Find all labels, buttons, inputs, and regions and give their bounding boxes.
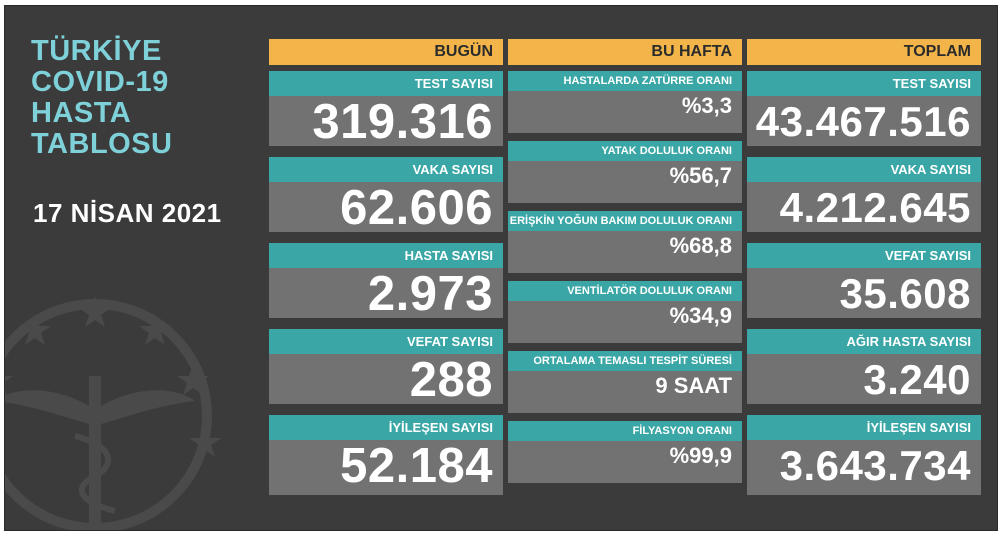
week-pneumonia-card: HASTALARDA ZATÜRRE ORANI %3,3 <box>508 71 742 133</box>
week-filiation-card: FİLYASYON ORANI %99,9 <box>508 421 742 483</box>
card-value: %3,3 <box>681 93 732 118</box>
card-value: 4.212.645 <box>779 184 971 231</box>
card-value: 62.606 <box>340 181 493 235</box>
title-line: COVID-19 <box>31 66 169 98</box>
card-value: 35.608 <box>839 270 971 317</box>
week-header: BU HAFTA <box>508 39 742 65</box>
card-label: İYİLEŞEN SAYISI <box>269 415 503 440</box>
title-line: TÜRKİYE <box>31 35 162 67</box>
card-label: HASTA SAYISI <box>269 243 503 268</box>
card-label: İYİLEŞEN SAYISI <box>747 415 981 440</box>
card-value: %56,7 <box>669 163 732 188</box>
today-column: BUGÜN TEST SAYISI 319.316 VAKA SAYISI 62… <box>269 39 503 499</box>
ministry-of-health-emblem-icon <box>5 296 221 530</box>
card-value: %99,9 <box>669 443 732 468</box>
week-column: BU HAFTA HASTALARDA ZATÜRRE ORANI %3,3 Y… <box>508 39 742 499</box>
today-patient-card: HASTA SAYISI 2.973 <box>269 243 503 321</box>
card-label: ERİŞKİN YOĞUN BAKIM DOLULUK ORANI <box>508 211 742 231</box>
card-label: VAKA SAYISI <box>747 157 981 182</box>
week-ventilator-card: VENTİLATÖR DOLULUK ORANI %34,9 <box>508 281 742 343</box>
total-severe-card: AĞIR HASTA SAYISI 3.240 <box>747 329 981 404</box>
card-label: TEST SAYISI <box>269 71 503 96</box>
card-label: FİLYASYON ORANI <box>508 421 742 441</box>
card-label: VAKA SAYISI <box>269 157 503 182</box>
week-contact-card: ORTALAMA TEMASLI TESPİT SÜRESİ 9 SAAT <box>508 351 742 413</box>
today-case-card: VAKA SAYISI 62.606 <box>269 157 503 235</box>
week-bed-card: YATAK DOLULUK ORANI %56,7 <box>508 141 742 203</box>
total-column: TOPLAM TEST SAYISI 43.467.516 VAKA SAYIS… <box>747 39 981 499</box>
card-value: 3.643.734 <box>779 442 971 489</box>
title-line: TABLOSU <box>31 128 173 160</box>
title-line: HASTA <box>31 97 132 129</box>
card-label: TEST SAYISI <box>747 71 981 96</box>
card-label: YATAK DOLULUK ORANI <box>508 141 742 161</box>
card-label: VEFAT SAYISI <box>269 329 503 354</box>
week-icu-card: ERİŞKİN YOĞUN BAKIM DOLULUK ORANI %68,8 <box>508 211 742 273</box>
card-value: 9 SAAT <box>655 373 732 398</box>
card-label: AĞIR HASTA SAYISI <box>747 329 981 354</box>
card-label: HASTALARDA ZATÜRRE ORANI <box>508 71 742 91</box>
card-value: 2.973 <box>367 267 493 321</box>
report-date: 17 NİSAN 2021 <box>33 198 222 228</box>
card-value: 43.467.516 <box>755 98 971 145</box>
today-header: BUGÜN <box>269 39 503 65</box>
card-value: 3.240 <box>863 356 971 403</box>
today-death-card: VEFAT SAYISI 288 <box>269 329 503 407</box>
page-title: TÜRKİYE COVID-19 HASTA TABLOSU <box>31 36 173 160</box>
card-label: ORTALAMA TEMASLI TESPİT SÜRESİ <box>508 351 742 371</box>
card-value: 319.316 <box>312 95 493 149</box>
total-recovered-card: İYİLEŞEN SAYISI 3.643.734 <box>747 415 981 495</box>
card-label: VEFAT SAYISI <box>747 243 981 268</box>
total-header: TOPLAM <box>747 39 981 65</box>
total-case-card: VAKA SAYISI 4.212.645 <box>747 157 981 232</box>
today-recovered-card: İYİLEŞEN SAYISI 52.184 <box>269 415 503 495</box>
today-test-card: TEST SAYISI 319.316 <box>269 71 503 149</box>
total-death-card: VEFAT SAYISI 35.608 <box>747 243 981 318</box>
card-value: %34,9 <box>669 303 732 328</box>
card-value: 288 <box>409 353 493 407</box>
card-label: VENTİLATÖR DOLULUK ORANI <box>508 281 742 301</box>
card-value: %68,8 <box>669 233 732 258</box>
card-value: 52.184 <box>340 439 493 493</box>
covid-table-panel: TÜRKİYE COVID-19 HASTA TABLOSU 17 NİSAN … <box>4 5 998 531</box>
total-test-card: TEST SAYISI 43.467.516 <box>747 71 981 146</box>
